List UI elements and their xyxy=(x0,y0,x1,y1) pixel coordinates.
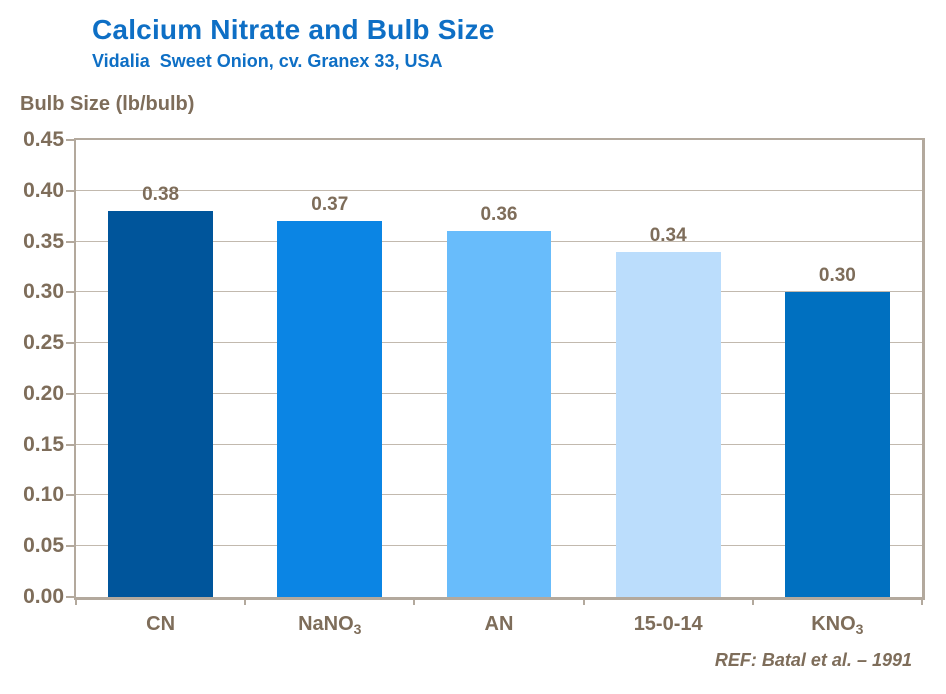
plot-area: 0.38 0.37 0.36 0.34 0.30 xyxy=(76,140,922,597)
y-tick-label: 0.35 xyxy=(23,229,64,253)
y-tick-mark xyxy=(66,596,76,598)
bar-NaNO3 xyxy=(277,221,383,597)
x-label-text: KNO xyxy=(811,613,856,635)
bar-value-label: 0.37 xyxy=(311,194,349,216)
y-tick-mark xyxy=(66,342,76,345)
y-tick-label: 0.10 xyxy=(23,483,64,507)
y-tick-label: 0.15 xyxy=(23,432,64,456)
y-axis-labels: 0.00 0.05 0.10 0.15 0.20 0.25 0.30 0.35 0.40 0.45 xyxy=(0,129,64,608)
bar-slot-15-0-14: 0.34 xyxy=(584,140,753,597)
x-label-text: CN xyxy=(146,613,176,635)
x-tick-mark xyxy=(244,597,247,605)
x-label-text: NaNO xyxy=(298,613,354,635)
x-tick-mark xyxy=(582,597,585,605)
x-axis-ticks xyxy=(75,597,923,605)
x-label-text: AN xyxy=(484,613,514,635)
x-label-text: 15-0-14 xyxy=(633,613,703,635)
chart-title: Calcium Nitrate and Bulb Size xyxy=(92,14,495,45)
x-tick-mark xyxy=(75,597,77,605)
x-label-AN: AN xyxy=(414,612,583,641)
y-tick-label: 0.20 xyxy=(23,381,64,405)
gridline xyxy=(76,189,922,191)
chart-subtitle: Vidalia Sweet Onion, cv. Granex 33, USA xyxy=(92,51,443,71)
x-axis-labels: CN NaNO3 AN 15-0-14 KNO3 xyxy=(76,612,922,641)
y-tick-mark xyxy=(66,240,76,243)
x-label-CN: CN xyxy=(76,612,245,641)
y-tick-label: 0.30 xyxy=(23,280,64,304)
x-label-subscript: 3 xyxy=(855,621,864,637)
bar-value-label: 0.36 xyxy=(480,204,518,226)
bar-slot-AN: 0.36 xyxy=(414,140,583,597)
x-tick-mark xyxy=(751,597,754,605)
y-axis-title: Bulb Size (lb/bulb) xyxy=(20,93,195,115)
x-label-subscript: 3 xyxy=(353,621,362,637)
y-tick-label: 0.00 xyxy=(23,585,64,608)
bar-slot-NaNO3: 0.37 xyxy=(245,140,414,597)
y-tick-mark xyxy=(66,139,76,141)
bar-value-label: 0.30 xyxy=(818,265,856,287)
bar-slot-KNO3: 0.30 xyxy=(753,140,922,597)
x-label-15-0-14: 15-0-14 xyxy=(584,612,753,641)
y-tick-label: 0.40 xyxy=(23,178,64,202)
y-axis-ticks xyxy=(66,139,76,598)
y-tick-label: 0.25 xyxy=(23,331,64,355)
y-tick-label: 0.05 xyxy=(23,534,64,558)
y-tick-mark xyxy=(66,291,76,294)
bar-value-label: 0.38 xyxy=(142,184,180,206)
y-tick-mark xyxy=(66,545,76,548)
y-tick-mark xyxy=(66,189,76,192)
bar-slot-CN: 0.38 xyxy=(76,140,245,597)
bar-CN xyxy=(108,211,214,597)
x-label-KNO3: KNO3 xyxy=(753,612,922,641)
y-tick-label: 0.45 xyxy=(23,128,64,151)
x-tick-mark xyxy=(413,597,416,605)
bar-value-label: 0.34 xyxy=(649,224,687,246)
reference-note: REF: Batal et al. – 1991 xyxy=(714,650,912,670)
bar-KNO3 xyxy=(784,292,890,597)
x-label-NaNO3: NaNO3 xyxy=(245,612,414,641)
y-tick-mark xyxy=(66,443,76,446)
x-tick-mark xyxy=(921,597,923,605)
bar-AN xyxy=(446,231,552,597)
y-tick-mark xyxy=(66,392,76,395)
bar-15-0-14 xyxy=(615,251,721,597)
y-tick-mark xyxy=(66,494,76,497)
